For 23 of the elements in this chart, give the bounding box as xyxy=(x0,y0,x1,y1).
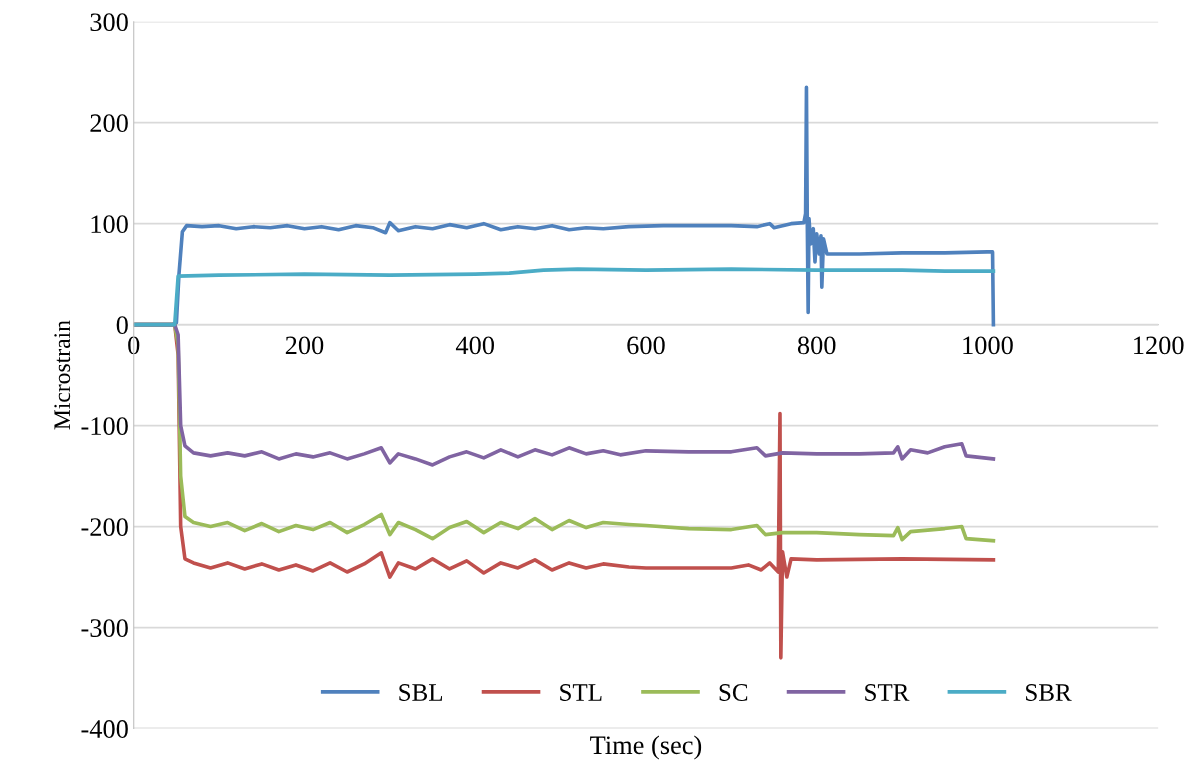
y-tick-label: 300 xyxy=(90,13,128,32)
legend-label: SBL xyxy=(399,684,443,701)
x-axis-title: Time (sec) xyxy=(590,735,702,760)
x-tick-label: 600 xyxy=(627,336,665,355)
x-tick-label: 1200 xyxy=(1134,336,1184,355)
x-tick-label: 800 xyxy=(797,336,836,355)
y-tick-label: -400 xyxy=(81,720,128,738)
line-series xyxy=(133,267,996,327)
x-tick-label: 200 xyxy=(285,336,324,355)
legend-label: STL xyxy=(560,684,602,701)
legend-label: STR xyxy=(865,684,910,701)
x-tick-label: 1000 xyxy=(963,336,1013,355)
y-tick-label: -100 xyxy=(81,417,128,435)
legend-label: SBR xyxy=(1026,684,1072,701)
y-tick-label: -300 xyxy=(81,619,128,637)
x-tick-label: 400 xyxy=(455,336,494,355)
y-tick-label: 100 xyxy=(91,215,128,234)
x-tick-label: 0 xyxy=(128,336,140,355)
y-axis-title: Microstrain xyxy=(54,320,71,430)
y-tick-label: -200 xyxy=(81,518,128,536)
y-tick-label: 0 xyxy=(116,316,128,335)
legend-label: SC xyxy=(719,684,748,701)
y-tick-label: 200 xyxy=(90,114,128,133)
